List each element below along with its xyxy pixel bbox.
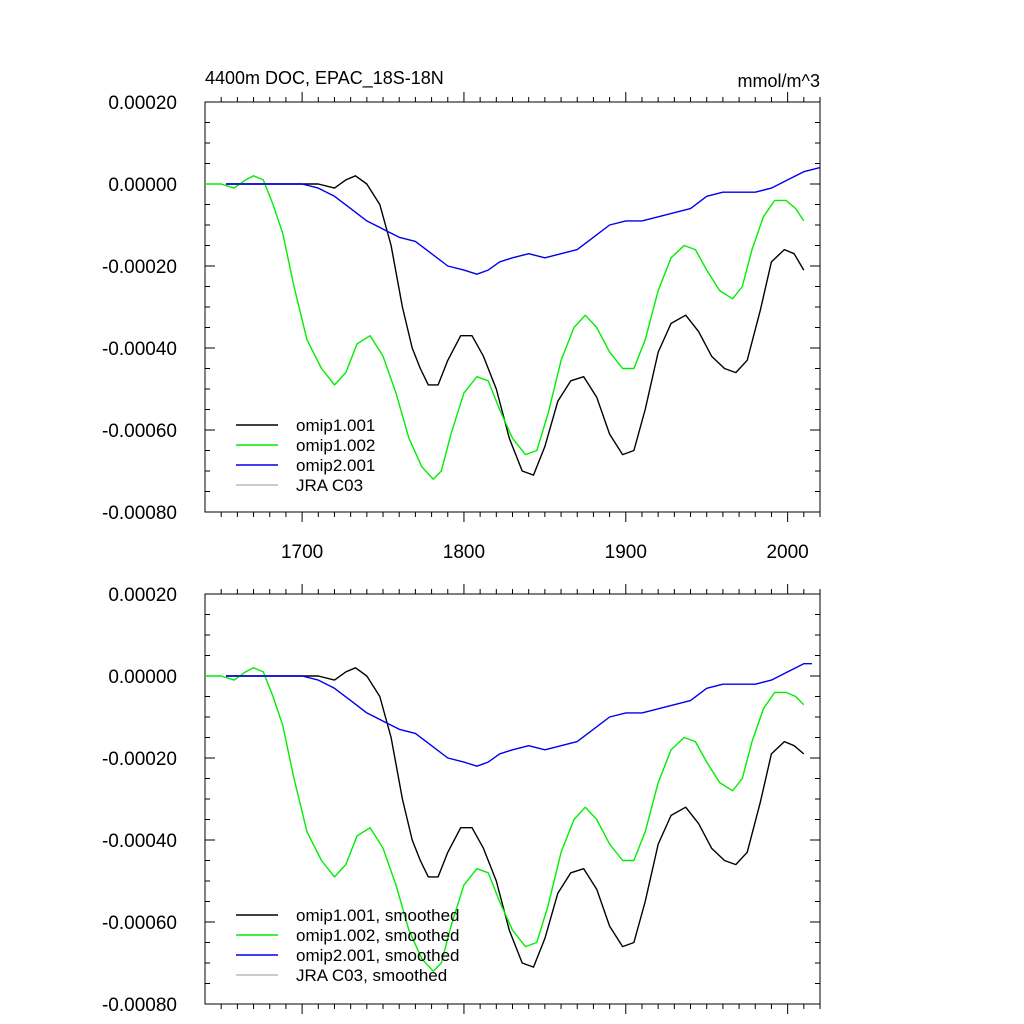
chart-title: 4400m DOC, EPAC_18S-18N [205,68,444,89]
y-tick-label: 0.00000 [108,667,177,688]
legend-label-3: JRA C03, smoothed [296,966,447,985]
legend-label-3: JRA C03 [296,476,363,495]
y-tick-label: -0.00040 [102,831,177,852]
top-panel: 4400m DOC, EPAC_18S-18N mmol/m^3 1700 180… [102,68,821,563]
series-line-0 [226,667,805,968]
y-tick-label: -0.00080 [102,995,177,1016]
y-tick-label: 0.00020 [108,585,177,606]
y-tick-label: -0.00060 [102,421,177,442]
y-tick-label: -0.00080 [102,503,177,524]
series-line-2 [226,166,821,275]
series-line-2 [226,663,812,767]
legend-label-2: omip2.001 [296,456,375,475]
series-line-0 [226,175,805,476]
x-tick-label: 1700 [281,542,323,563]
legend-label-1: omip1.002 [296,436,375,455]
y-tick-label: -0.00040 [102,339,177,360]
units-label: mmol/m^3 [738,71,820,91]
x-tick-label: 1800 [443,542,485,563]
y-tick-label: 0.00000 [108,175,177,196]
series-line-1 [205,667,805,972]
y-tick-label: -0.00060 [102,913,177,934]
legend-label-0: omip1.001 [296,416,375,435]
legend-label-2: omip2.001, smoothed [296,946,460,965]
y-tick-label: -0.00020 [102,749,177,770]
y-tick-label: 0.00020 [108,93,177,114]
series-line-1 [205,175,805,480]
x-tick-label: 1900 [605,542,647,563]
legend-label-1: omip1.002, smoothed [296,926,460,945]
legend-label-0: omip1.001, smoothed [296,906,460,925]
bottom-panel: 0.00020 0.00000 -0.00020 -0.00040 -0.00060 -0… [102,584,821,1016]
x-tick-label: 2000 [766,542,808,563]
y-tick-label: -0.00020 [102,257,177,278]
